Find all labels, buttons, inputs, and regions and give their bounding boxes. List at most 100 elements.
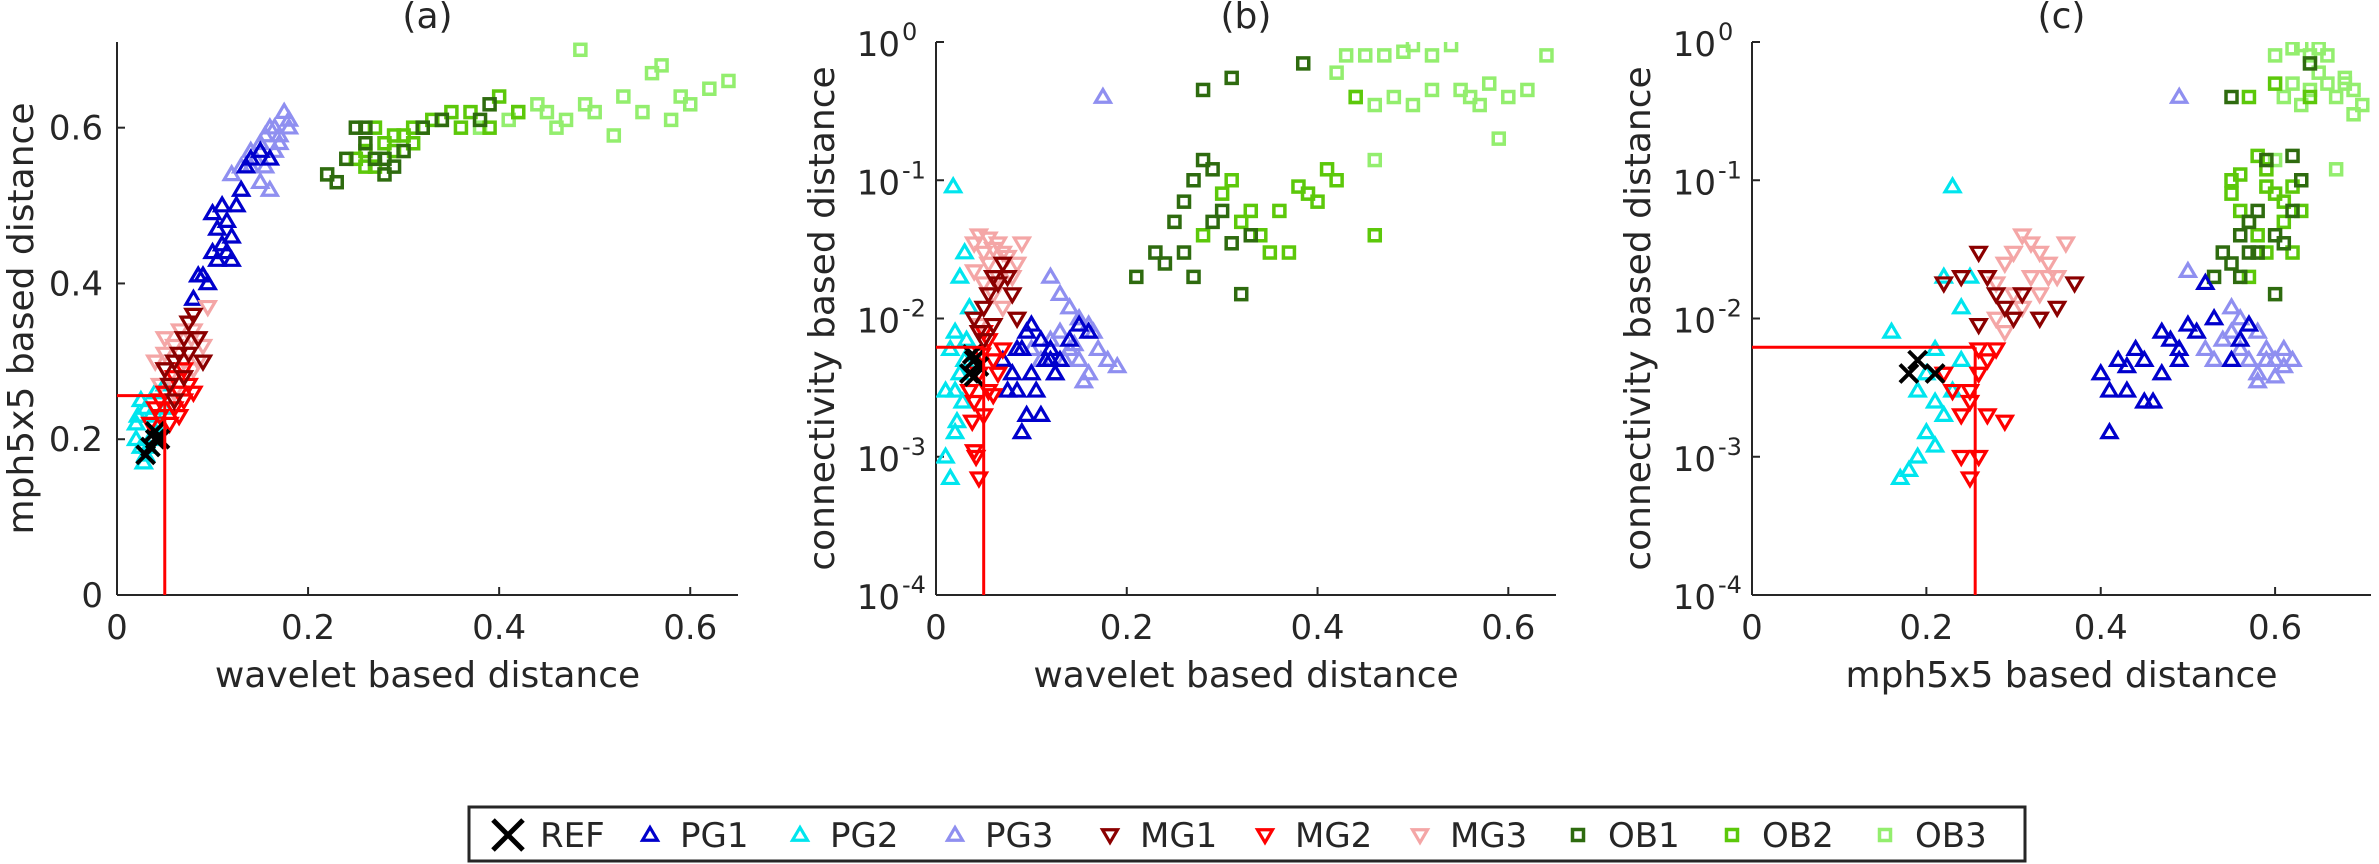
data-point-pg3 (1087, 338, 1109, 357)
data-point-ob3 (2320, 76, 2335, 91)
data-point-pg3 (259, 179, 281, 197)
data-point-mg3 (1985, 311, 2007, 330)
data-point-ob2 (1262, 245, 1278, 260)
data-point-ob1 (2250, 245, 2265, 260)
data-point-ob3 (1424, 82, 1440, 98)
data-point-ob2 (482, 120, 497, 135)
data-point-mg2 (963, 394, 985, 413)
y-tick-label: 10 (1673, 578, 1716, 618)
data-point-pg1 (1021, 362, 1042, 381)
data-point-ob2 (1329, 173, 1344, 188)
data-point-mg2 (1933, 366, 1955, 385)
data-point-pg3 (2247, 362, 2268, 381)
data-point-ob2 (377, 136, 392, 151)
data-point-ob2 (386, 128, 402, 143)
series-ob2 (348, 89, 526, 174)
data-point-pg3 (2229, 307, 2251, 326)
data-point-ob3 (501, 112, 516, 128)
data-point-ob3 (2320, 48, 2335, 63)
data-point-pg1 (2116, 355, 2138, 374)
data-point-ob1 (2250, 203, 2265, 219)
y-tick-exponent: 0 (1718, 18, 1733, 46)
data-point-pg1 (221, 226, 242, 244)
x-axis-label: wavelet based distance (1033, 655, 1458, 696)
data-point-pg1 (211, 194, 233, 213)
legend-marker-icon (944, 824, 966, 842)
x-tick-label: 0.4 (2074, 608, 2128, 648)
data-point-pg3 (278, 117, 300, 135)
data-point-ob1 (396, 143, 411, 159)
data-point-ob1 (2215, 245, 2231, 260)
data-point-mg3 (973, 276, 994, 294)
data-point-ob1 (1205, 214, 1220, 230)
data-point-ob1 (339, 151, 354, 167)
data-point-ob1 (1167, 214, 1182, 230)
data-point-ob2 (1224, 173, 1239, 188)
data-point-ob3 (1539, 48, 1554, 63)
data-point-ob2 (2267, 76, 2283, 91)
series-ob1 (1129, 56, 1311, 302)
data-point-ob1 (2267, 228, 2283, 243)
data-point-ob1 (415, 120, 430, 135)
data-point-pg1 (216, 210, 238, 228)
data-point-ob2 (2241, 269, 2257, 285)
data-point-mg3 (1994, 325, 2016, 343)
legend-label: PG2 (830, 816, 898, 856)
data-point-pg1 (2229, 329, 2251, 347)
series-ob1 (2206, 56, 2318, 302)
data-point-pg2 (1950, 349, 1972, 367)
data-point-ob3 (577, 97, 593, 112)
data-point-mg1 (159, 377, 180, 396)
data-point-mg2 (1950, 449, 1972, 468)
data-point-ob2 (2232, 203, 2248, 219)
data-point-mg2 (982, 388, 1004, 406)
x-tick-label: 0.2 (281, 608, 335, 648)
chart-title: (b) (1221, 0, 1272, 37)
data-point-ob3 (1405, 97, 1421, 113)
data-point-pg1 (2151, 321, 2173, 339)
data-point-ob1 (2241, 245, 2257, 260)
data-point-mg1 (173, 370, 195, 388)
legend-label: OB3 (1915, 816, 1987, 856)
data-point-ob1 (1129, 269, 1144, 285)
data-point-ob3 (2328, 89, 2344, 105)
data-point-ob3 (539, 104, 555, 120)
series-ref (958, 343, 990, 388)
data-point-mg1 (164, 393, 185, 411)
y-tick-label: 10 (857, 302, 900, 342)
data-point-pg3 (1021, 338, 1042, 357)
data-point-mg1 (1968, 245, 1989, 264)
data-point-mg1 (992, 256, 1014, 275)
y-axis-label: mph5x5 based distance (1, 103, 42, 535)
data-point-mg3 (2055, 236, 2077, 254)
data-point-mg1 (978, 287, 999, 305)
data-point-pg3 (1040, 266, 1061, 284)
data-point-ob1 (319, 167, 335, 182)
data-point-ob2 (2259, 179, 2274, 194)
y-tick-label: 0.6 (49, 109, 103, 149)
legend-entry-ob3: OB3 (1877, 816, 1987, 856)
y-tick-exponent: -4 (1718, 571, 1742, 599)
data-point-ob3 (573, 42, 588, 58)
data-point-mg3 (1985, 276, 2007, 294)
data-point-pg2 (1950, 296, 1972, 315)
legend-entry-pg2: PG2 (789, 816, 898, 856)
x-axis-label: mph5x5 based distance (1846, 655, 2278, 696)
data-point-pg2 (936, 380, 956, 398)
y-tick-label: 0.4 (49, 264, 103, 304)
y-tick-label: 10 (1673, 302, 1716, 342)
legend-label: REF (540, 816, 605, 856)
data-point-mg3 (1011, 236, 1033, 254)
data-point-pg3 (1097, 349, 1118, 367)
data-point-ob3 (2355, 97, 2370, 113)
legend-entry-mg2: MG2 (1254, 816, 1372, 856)
data-point-ob2 (1348, 89, 1363, 105)
data-point-ob2 (1233, 214, 1249, 230)
data-point-ob3 (2285, 42, 2300, 56)
data-point-mg2 (1942, 383, 1963, 402)
series-mg1 (963, 256, 1028, 351)
x-tick-label: 0.6 (2248, 608, 2302, 648)
data-point-pg1 (2107, 349, 2129, 367)
data-point-pg1 (216, 241, 238, 260)
legend-label: MG1 (1140, 816, 1217, 856)
